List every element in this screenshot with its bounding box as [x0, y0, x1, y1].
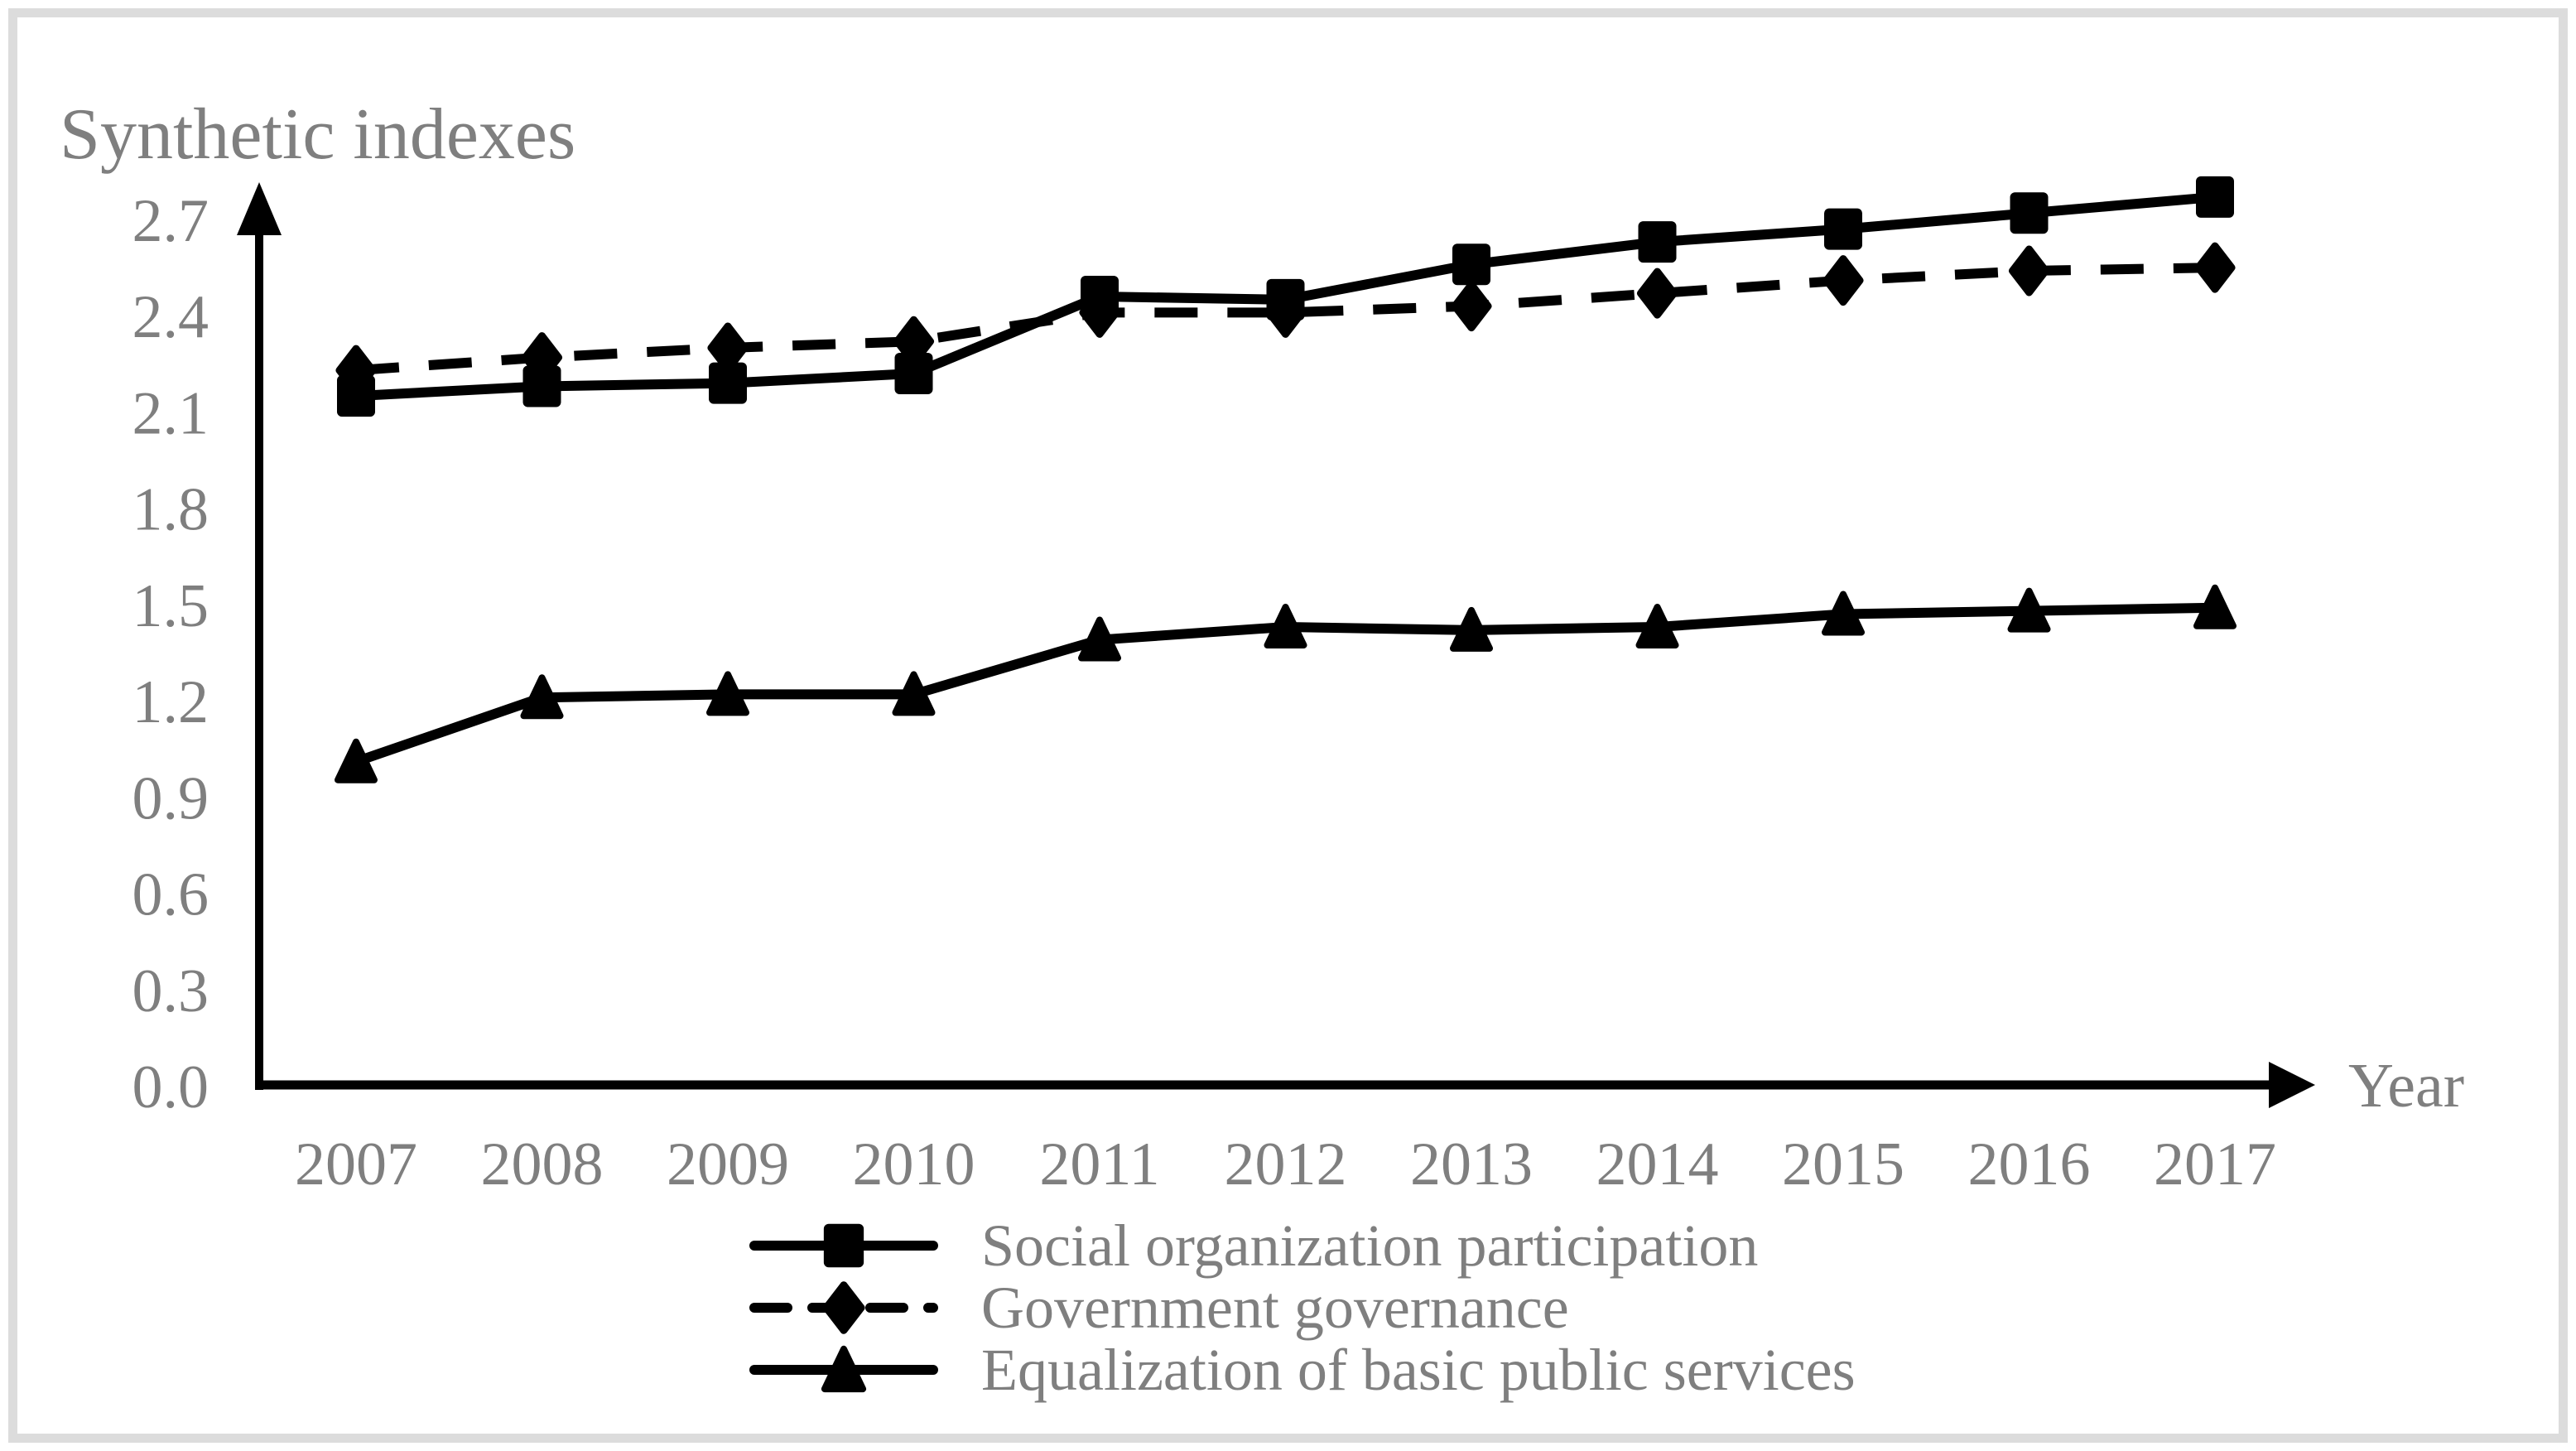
x-tick-labels: 2007 2008 2009 2010 2011 2012 2013 2014 2015 2016… — [295, 1130, 2276, 1198]
y-tick-label: 2.1 — [132, 379, 209, 447]
y-tick-label: 0.6 — [132, 861, 209, 929]
legend-swatch-diamond — [749, 1280, 938, 1334]
triangle-marker-icon — [2007, 587, 2051, 633]
square-marker-icon — [1638, 221, 1677, 263]
triangle-marker-icon — [2193, 584, 2237, 629]
square-marker-icon — [1081, 275, 1119, 317]
series-line — [355, 263, 2216, 376]
diamond-marker-icon — [1822, 255, 1864, 306]
y-tick-label: 0.3 — [132, 957, 209, 1025]
legend-swatch-square — [749, 1223, 938, 1267]
x-axis-arrow-icon — [2269, 1062, 2315, 1108]
legend-label-government-governance: Government governance — [981, 1274, 1569, 1341]
diamond-marker-icon — [2009, 245, 2049, 296]
diamond-marker-icon — [1637, 268, 1678, 319]
x-tick-label: 2008 — [481, 1130, 604, 1198]
square-marker-icon — [823, 1223, 864, 1267]
y-tick-label: 2.4 — [132, 283, 209, 351]
x-tick-label: 2012 — [1225, 1130, 1347, 1198]
series-social-organization-participation — [337, 176, 2234, 417]
y-tick-label: 0.0 — [132, 1053, 209, 1121]
triangle-marker-icon — [520, 674, 564, 720]
square-marker-icon — [1452, 243, 1490, 286]
x-tick-label: 2015 — [1782, 1130, 1904, 1198]
triangle-marker-icon — [1635, 604, 1679, 649]
legend: Social organization participation Govern… — [749, 1214, 1856, 1400]
square-marker-icon — [1266, 278, 1305, 321]
legend-row: Equalization of basic public services — [749, 1338, 1856, 1400]
x-axis-title: Year — [2348, 1051, 2465, 1121]
y-tick-labels: 0.0 0.3 0.6 0.9 1.2 1.5 1.8 2.1 2.4 2.7 — [132, 187, 209, 1121]
y-tick-label: 1.5 — [132, 572, 209, 640]
x-tick-label: 2013 — [1410, 1130, 1533, 1198]
legend-label-social-organization-participation: Social organization participation — [981, 1212, 1759, 1279]
triangle-marker-icon — [1264, 604, 1307, 649]
triangle-marker-icon — [892, 671, 936, 716]
x-axis — [255, 1062, 2315, 1108]
x-tick-label: 2014 — [1596, 1130, 1719, 1198]
triangle-marker-icon — [1450, 606, 1493, 652]
square-marker-icon — [1824, 208, 1862, 250]
x-tick-label: 2017 — [2154, 1130, 2276, 1198]
square-marker-icon — [2010, 192, 2049, 234]
diamond-marker-icon — [1451, 281, 1492, 332]
y-tick-label: 1.8 — [132, 476, 209, 544]
triangle-marker-icon — [1822, 591, 1865, 636]
triangle-marker-icon — [821, 1345, 867, 1392]
triangle-marker-icon — [1078, 616, 1121, 662]
diamond-marker-icon — [822, 1280, 865, 1334]
square-marker-icon — [522, 365, 561, 407]
legend-row: Social organization participation — [749, 1214, 1856, 1276]
y-tick-label: 2.7 — [132, 187, 209, 255]
triangle-marker-icon — [706, 671, 749, 716]
square-marker-icon — [709, 362, 747, 404]
y-axis-arrow-icon — [237, 182, 282, 235]
y-axis — [237, 182, 282, 1090]
y-axis-title: Synthetic indexes — [60, 94, 576, 175]
x-tick-label: 2016 — [1968, 1130, 2091, 1198]
series-government-governance — [335, 242, 2236, 396]
legend-label-equalization-of-basic-public-services: Equalization of basic public services — [981, 1336, 1856, 1403]
x-tick-label: 2009 — [667, 1130, 789, 1198]
y-tick-label: 1.2 — [132, 668, 209, 736]
diamond-marker-icon — [2194, 242, 2236, 293]
chart-series — [335, 176, 2237, 783]
square-marker-icon — [2196, 176, 2234, 218]
square-marker-icon — [894, 352, 933, 394]
legend-swatch-triangle — [749, 1345, 938, 1392]
square-marker-icon — [337, 375, 375, 417]
triangle-marker-icon — [335, 738, 378, 783]
x-tick-label: 2010 — [853, 1130, 975, 1198]
series-equalization-of-basic-public-services — [335, 584, 2237, 783]
x-tick-label: 2007 — [295, 1130, 417, 1198]
y-tick-label: 0.9 — [132, 764, 209, 832]
legend-row: Government governance — [749, 1276, 1856, 1338]
x-tick-label: 2011 — [1039, 1130, 1159, 1198]
